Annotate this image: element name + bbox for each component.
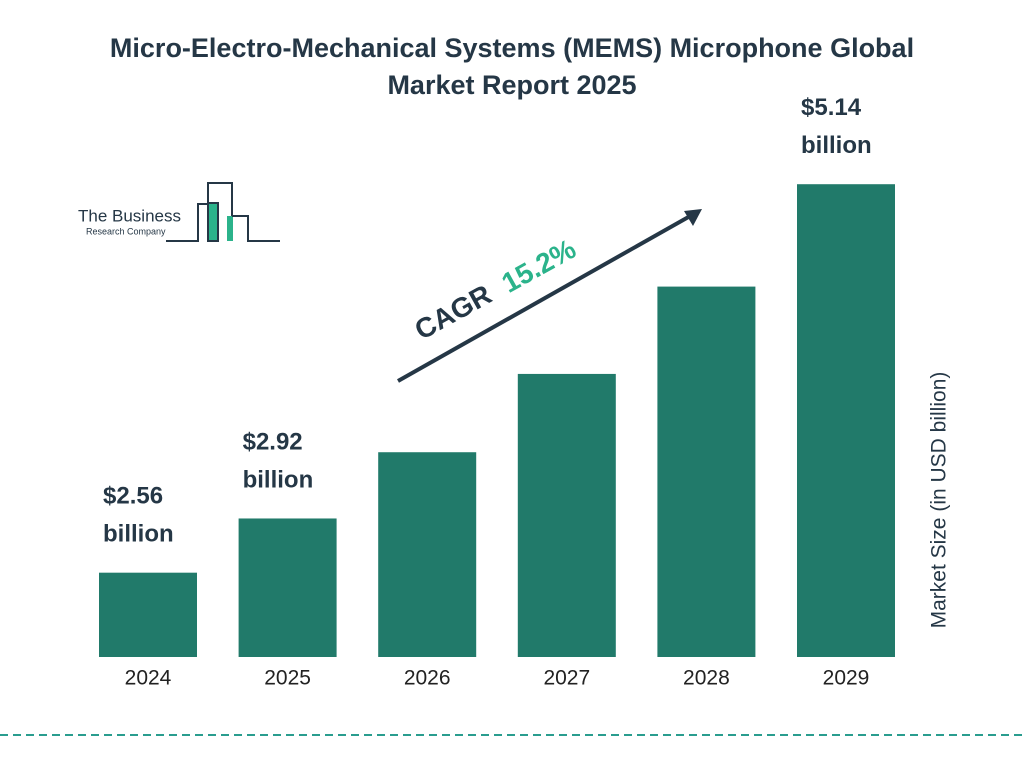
cagr-value: 15.2% [496,233,581,299]
bar [797,184,895,657]
logo-shape [207,202,219,242]
logo-subtitle: Research Company [86,226,166,236]
bar [517,373,616,657]
value-label: $5.14 billion [801,95,872,160]
bar [657,286,756,657]
bar [99,572,197,657]
cagr: CAGR 15.2% [397,209,702,383]
logo-shape [166,203,208,242]
x-tick-label: 2029 [823,667,870,690]
logo-shape [232,215,280,242]
cagr-arrow [397,213,693,383]
x-tick-label: 2024 [125,667,172,690]
chart-title: Micro-Electro-Mechanical Systems (MEMS) … [109,33,915,100]
bar [378,452,477,657]
value-label: $2.92 billion [243,429,314,494]
y-axis-label: Market Size (in USD billion) [928,372,951,629]
x-tick-label: 2027 [543,667,590,690]
x-tick-label: 2026 [404,667,451,690]
value-label: $2.56 billion [103,483,174,548]
logo: The Business Research Company [78,182,280,242]
cagr-arrowhead [684,209,702,226]
logo-shape [227,216,233,241]
x-tick-label: 2028 [683,667,730,690]
logo-shape [207,182,233,241]
cagr-label: CAGR [409,279,496,346]
x-tick-label: 2025 [264,667,311,690]
bar [238,518,337,657]
logo-name: The Business [78,206,181,225]
